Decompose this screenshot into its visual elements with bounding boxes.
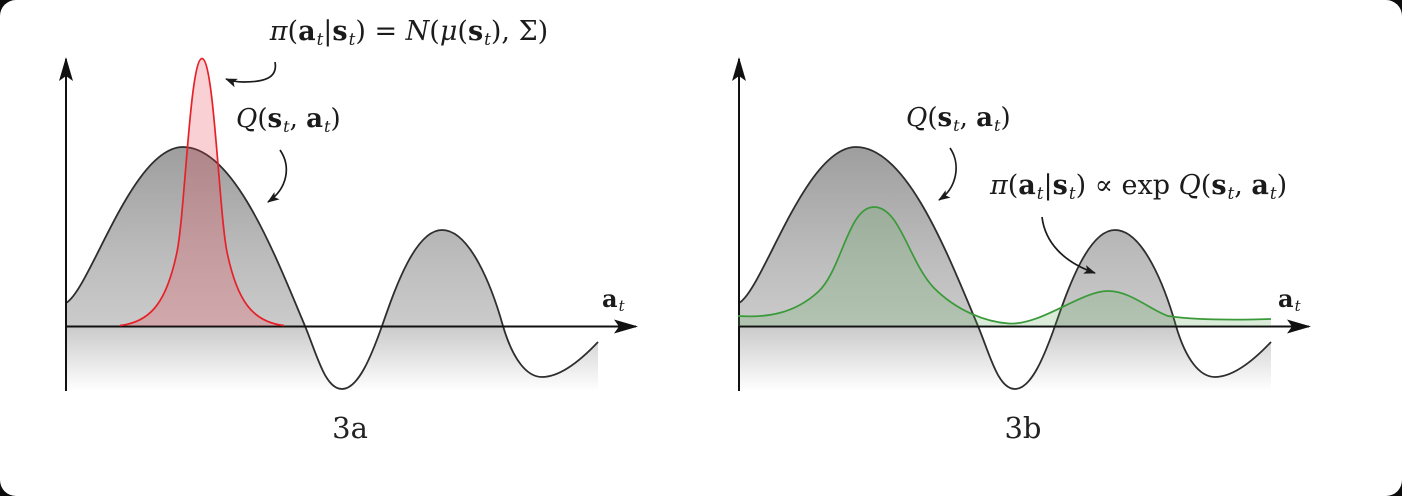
q-curve [65, 146, 599, 390]
q-label-3b: Q(st, at) [906, 103, 1011, 135]
softq-policy-curve [737, 206, 1272, 325]
policy-formula-3b: π(at|st) ∝ exp Q(st, at) [990, 170, 1288, 204]
q-area-gradient [66, 147, 598, 391]
gaussian-policy-area [120, 58, 284, 326]
caption-3a: 3a [332, 411, 368, 445]
softq-policy-area [738, 207, 1271, 326]
caption-3b: 3b [1004, 411, 1042, 445]
q-curve [738, 146, 1272, 390]
x-axis-label-3b: at [1278, 284, 1301, 316]
policy-label-arrow [225, 61, 277, 88]
plot-3a [59, 57, 638, 391]
q-label-3a: Q(st, at) [236, 104, 341, 136]
policy-label-arrow [1041, 216, 1096, 274]
q-label-arrow [267, 149, 288, 203]
x-axis-label-3a: at [602, 284, 625, 316]
policy-formula-3a: π(at|st) = N(μ(st), Σ) [269, 16, 549, 50]
q-area-gradient [739, 147, 1271, 391]
plot-3b [732, 57, 1311, 391]
gaussian-policy-curve [119, 57, 285, 327]
q-label-arrow [938, 147, 957, 201]
